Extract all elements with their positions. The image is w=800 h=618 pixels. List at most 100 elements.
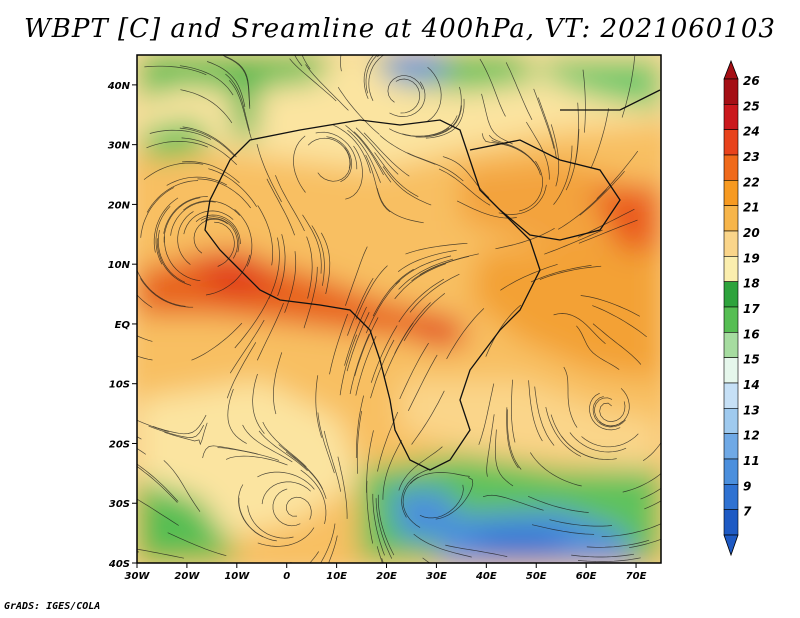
streamline [530,265,592,283]
colorbar-label: 13 [743,403,760,417]
colorbar-legend: 26 25 24 23 22 21 20 19 18 17 16 15 14 13 12 11 9 7 [723,59,760,557]
streamline [376,187,424,224]
colorbar-label: 14 [743,378,760,392]
colorbar-label: 7 [743,505,752,519]
streamline [346,312,370,372]
streamline [355,127,399,175]
streamline [227,388,247,444]
streamline [206,61,246,108]
streamline [137,463,179,502]
streamline [589,392,621,431]
streamline [137,498,179,526]
streamline [545,407,582,457]
streamline [309,551,319,563]
streamline [315,375,322,438]
streamline [382,166,432,206]
streamline [317,412,335,474]
streamline [405,242,468,255]
streamline [180,89,233,124]
streamline [578,219,638,244]
streamline [563,366,578,428]
streamline [272,488,301,527]
streamline [257,471,315,490]
streamline [152,414,207,435]
map-frame [136,54,662,564]
streamline [337,87,380,135]
streamline [146,140,209,149]
colorbar-label: 23 [743,150,760,164]
streamline [311,225,325,286]
streamline [365,280,401,334]
streamline [247,505,294,539]
streamline [349,333,370,395]
streamline [599,388,630,427]
streamline [389,81,426,117]
lat-tick-label: 30S [109,499,130,510]
streamline [586,539,650,548]
streamline [407,152,464,182]
colorbar-swatch [723,382,739,409]
colorbar-swatch [723,78,739,105]
streamline [366,430,374,493]
streamline [577,557,641,562]
streamline [442,156,490,198]
streamline [303,266,318,329]
streamline [137,465,178,503]
colorbar-swatch [723,180,739,206]
streamline [256,302,284,361]
streamline [411,390,445,445]
streamline [329,313,349,375]
streamline [347,129,381,183]
streamline [257,527,315,547]
streamline [413,533,472,558]
lon-tick-label: 10W [224,571,250,582]
colorbar-bottom-arrow [723,534,739,557]
streamline [478,383,495,445]
streamline [356,410,363,474]
streamline [323,430,342,492]
streamline [601,523,661,537]
streamline [398,278,445,323]
streamline [419,484,464,519]
streamline [137,270,186,307]
streamline [252,373,265,434]
colorbar-label: 22 [743,175,760,189]
streamline [225,73,250,131]
streamline [183,200,241,216]
streamline [446,308,485,360]
streamline [375,498,393,559]
streamline [137,551,140,553]
streamline [644,500,661,510]
streamline [579,170,625,216]
streamline [202,445,258,459]
streamline [301,55,311,70]
map-area[interactable] [77,10,694,615]
streamline [363,55,375,99]
streamline [286,496,312,520]
streamline [355,265,388,320]
coastlines-layer [204,89,661,471]
streamline [191,322,243,361]
colorbar-label: 19 [743,251,760,265]
streamline [164,422,208,446]
streamline [339,334,358,396]
colorbar-label: 20 [743,226,760,240]
streamline [569,432,627,453]
streamline [592,305,647,338]
streamline [398,258,454,290]
streamline [277,234,286,297]
streamline [153,197,179,253]
lon-tick-label: 20W [174,571,200,582]
streamline [137,419,169,433]
colorbar-label: 11 [743,454,760,468]
streamline [506,407,519,469]
streamline [242,424,293,463]
streamline [576,325,620,370]
colorbar-label: 21 [743,201,760,215]
streamline [561,435,617,460]
streamline [445,544,508,557]
streamline [229,319,265,374]
streamline [435,477,474,520]
streamline [266,178,295,236]
streamline [344,306,367,366]
